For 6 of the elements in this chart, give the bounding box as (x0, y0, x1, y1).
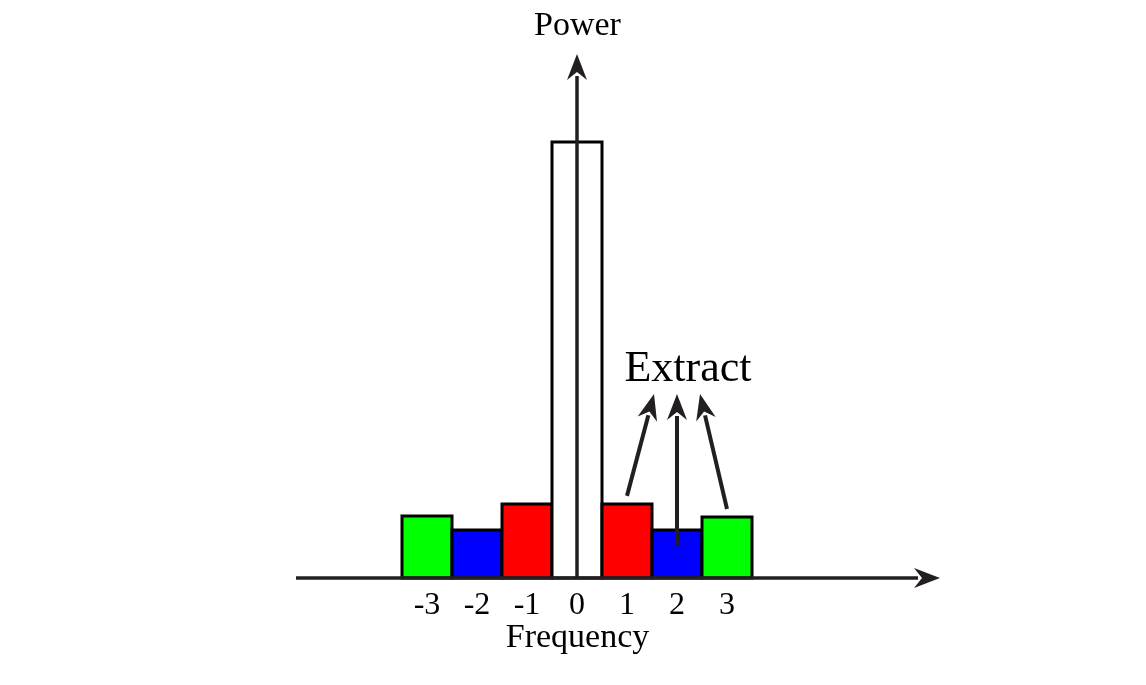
x-tick-label: -3 (413, 584, 441, 621)
x-tick-label: 2 (669, 584, 685, 621)
annotation: Extract (624, 342, 752, 391)
x-tick-label: -2 (463, 584, 491, 621)
x-tick-label: 3 (719, 584, 735, 621)
y-axis-title: Power (534, 4, 622, 42)
